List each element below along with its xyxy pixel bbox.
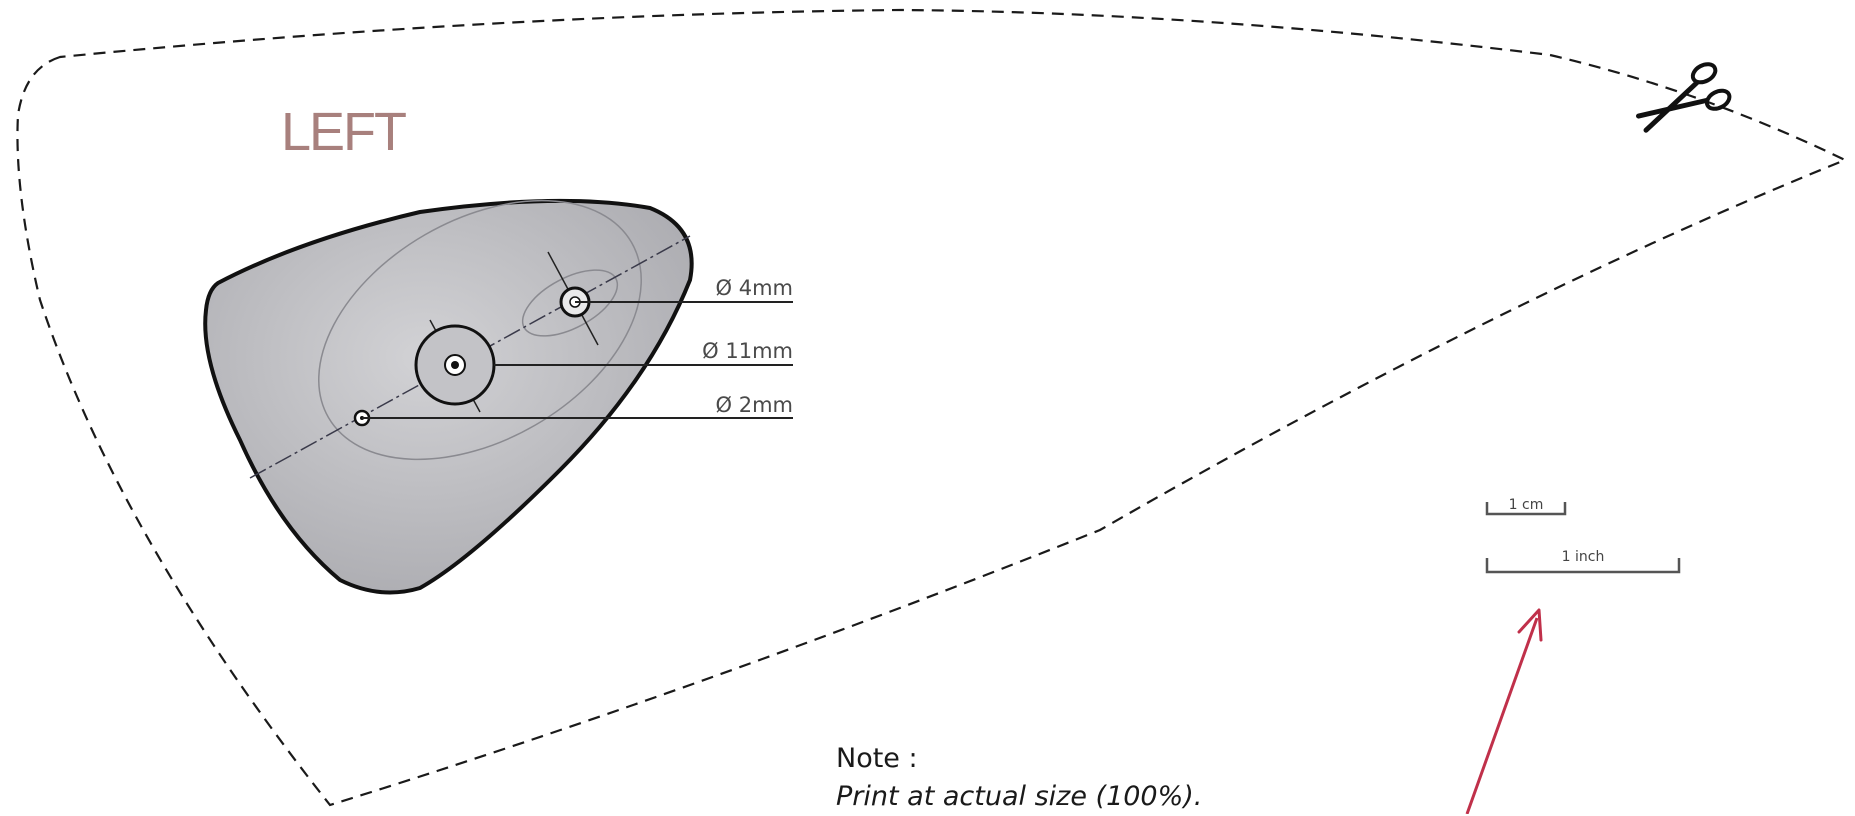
hole-label-11mm: Ø 11mm xyxy=(702,339,793,363)
side-label: LEFT xyxy=(281,102,406,162)
inner-contour xyxy=(318,199,642,461)
scale-bar-cm xyxy=(1485,502,1567,516)
hole-2mm xyxy=(353,409,793,427)
scissors-icon xyxy=(1636,62,1732,133)
scale-bar-inch xyxy=(1485,558,1681,574)
hole-11mm xyxy=(414,319,793,413)
hole-label-2mm: Ø 2mm xyxy=(716,393,793,417)
scale-label-inch: 1 inch xyxy=(1562,549,1605,565)
center-axis xyxy=(249,235,691,479)
hole-label-4mm: Ø 4mm xyxy=(716,276,793,300)
note-title: Note : xyxy=(836,743,918,774)
hole-4mm xyxy=(547,251,793,346)
note-body: Print at actual size (100%). xyxy=(836,781,1203,812)
scale-label-cm: 1 cm xyxy=(1509,497,1544,513)
print-note: Note : Print at actual size (100%). xyxy=(836,740,1202,816)
arrow-icon xyxy=(1465,608,1543,814)
cut-line xyxy=(16,8,1848,807)
